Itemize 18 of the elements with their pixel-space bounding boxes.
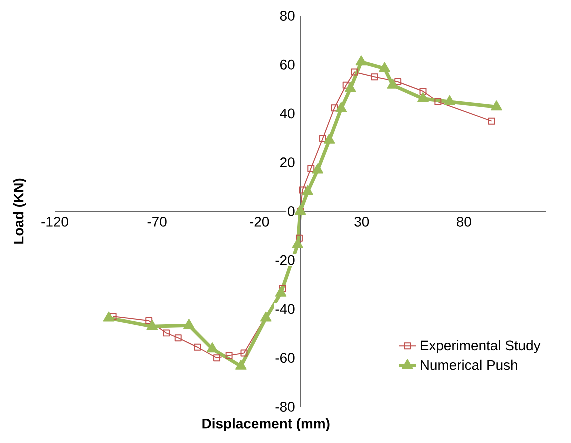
y-tick-label: -20 [276, 255, 295, 266]
y-tick-label: -60 [276, 353, 295, 364]
x-tick-label: -70 [148, 217, 167, 227]
x-tick-label: -120 [42, 217, 68, 227]
x-tick-label: 30 [354, 217, 370, 227]
y-tick-label: 40 [280, 108, 295, 119]
y-tick-label: 80 [280, 11, 295, 21]
x-tick-label: -20 [250, 217, 270, 227]
x-tick-label: 80 [457, 217, 472, 227]
x-axis-title: Displacement (mm) [202, 418, 330, 432]
y-tick-label: 60 [280, 60, 295, 70]
legend-label: Experimental Study [421, 340, 541, 354]
y-axis-title: Load (KN) [13, 178, 26, 244]
legend-label: Numerical Push [421, 360, 518, 370]
y-tick-label: 0 [288, 206, 295, 216]
y-tick-label: 20 [280, 158, 295, 168]
y-tick-label: -80 [276, 402, 295, 412]
y-tick-label: -40 [276, 304, 295, 314]
